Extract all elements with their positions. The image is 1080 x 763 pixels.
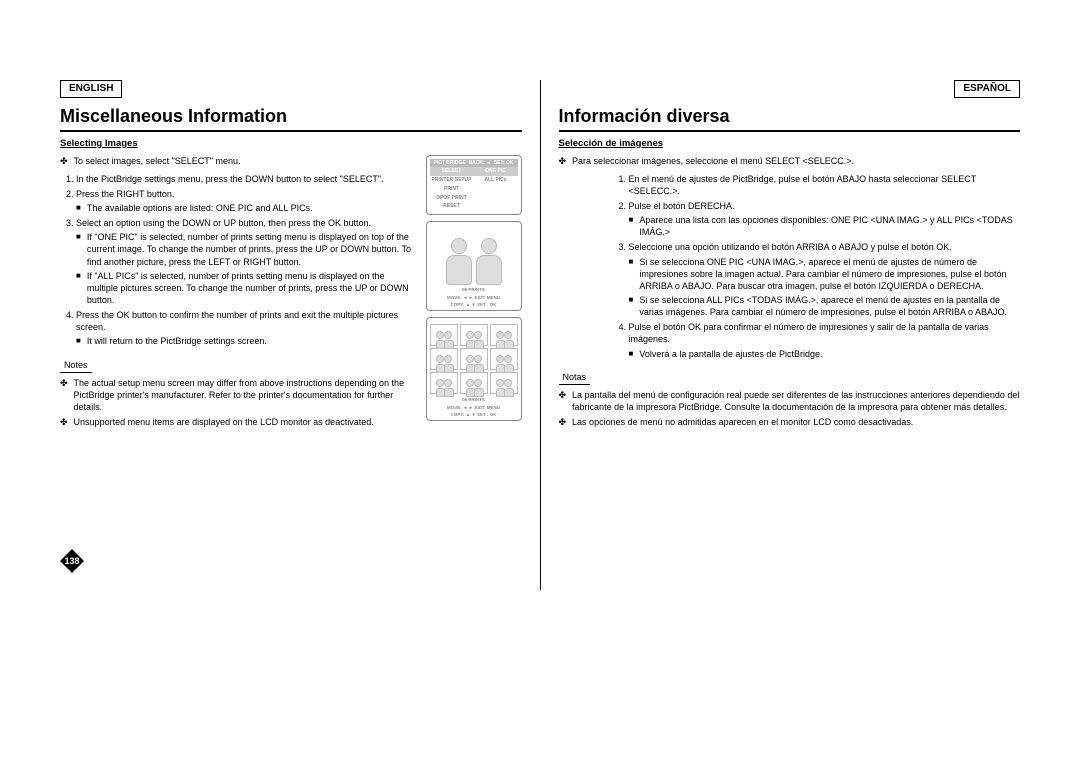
lcd-menu-screen: PICT BRIDGE BACK: ◄ SET: OK SELECTONE PI… [426, 155, 522, 216]
prints-label: 06 PRINTS [430, 287, 518, 292]
note-2-spanish: ✤ Las opciones de menú no admitidas apare… [559, 416, 1021, 428]
title-spanish: Información diversa [559, 104, 1021, 132]
people-illustration [430, 228, 518, 284]
note-text: La pantalla del menú de configuración re… [572, 389, 1020, 413]
section-heading-spanish: Selección de imágenes [559, 138, 1021, 151]
lcd-single-image-screen: 06 PRINTS MOVE: ◄ ► EXIT: MENU COPY: ▲ ▼… [426, 221, 522, 311]
substep-text: Si se selecciona ALL PICs <TODAS IMÁG.>,… [639, 294, 1020, 318]
lang-header-left: ENGLISH [60, 80, 522, 104]
intro-text-english: To select images, select "SELECT" menu. [74, 155, 241, 167]
menu-select: SELECT [430, 167, 474, 176]
menu-allpics: ALL PICs [474, 176, 518, 185]
steps-spanish: En el menú de ajustes de PictBridge, pul… [559, 173, 1021, 360]
manual-page: ENGLISH Miscellaneous Information Select… [0, 0, 1080, 763]
square-bullet-icon: ■ [76, 231, 81, 242]
thumb-status-copy-set: COPY: ▲ ▼ SET : OK [430, 412, 518, 417]
menu-printersetup: PRINTER SETUP [430, 176, 474, 185]
diamond-bullet-icon: ✤ [60, 155, 68, 167]
menu-dpof: DPOF PRINT [430, 194, 474, 203]
lcd-back: BACK: ◄ [469, 160, 491, 166]
lang-label-spanish: ESPAÑOL [954, 80, 1020, 98]
square-bullet-icon: ■ [629, 348, 634, 359]
square-bullet-icon: ■ [629, 294, 634, 305]
square-bullet-icon: ■ [76, 202, 81, 213]
step-text: Seleccione una opción utilizando el botó… [629, 242, 952, 252]
note-2-english: ✤ Unsupported menu items are displayed on… [60, 416, 418, 428]
lcd-thumbnails-screen: 06 PRINTS MOVE: ◄ ► EXIT: MENU COPY: ▲ ▼… [426, 317, 522, 421]
note-1-english: ✤ The actual setup menu screen may differ… [60, 377, 418, 413]
page-number-badge: 138 [60, 549, 84, 573]
diamond-bullet-icon: ✤ [559, 155, 567, 167]
menu-print: PRINT [430, 185, 474, 194]
status-copy-set: COPY: ▲ ▼ SET : OK [430, 302, 518, 307]
square-bullet-icon: ■ [629, 214, 634, 225]
intro-english: ✤ To select images, select "SELECT" menu… [60, 155, 418, 167]
step-text: Select an option using the DOWN or UP bu… [76, 218, 371, 228]
square-bullet-icon: ■ [76, 270, 81, 281]
note-text: Las opciones de menú no admitidas aparec… [572, 416, 913, 428]
step-2: Press the RIGHT button. ■ The available o… [76, 188, 418, 214]
substep-text: If "ALL PICs" is selected, number of pri… [87, 270, 418, 306]
substep-text: If "ONE PIC" is selected, number of prin… [87, 231, 418, 267]
step-text: Press the OK button to confirm the numbe… [76, 310, 398, 332]
step-text: Press the RIGHT button. [76, 189, 174, 199]
lang-label-english: ENGLISH [60, 80, 122, 98]
substep-text: It will return to the PictBridge setting… [87, 335, 267, 347]
step-1: In the PictBridge settings menu, press t… [76, 173, 418, 185]
substep-text: The available options are listed: ONE PI… [87, 202, 313, 214]
column-english: ENGLISH Miscellaneous Information Select… [60, 80, 541, 590]
title-english: Miscellaneous Information [60, 104, 522, 132]
step-text: En el menú de ajustes de PictBridge, pul… [629, 174, 977, 196]
step-4: Pulse el botón OK para confirmar el núme… [629, 321, 1021, 359]
diamond-bullet-icon: ✤ [60, 416, 68, 428]
thumb-status-move-exit: MOVE: ◄ ► EXIT: MENU [430, 405, 518, 410]
diamond-bullet-icon: ✤ [60, 377, 68, 389]
notes-label-english: Notes [60, 359, 92, 373]
notes-label-spanish: Notas [559, 371, 591, 385]
note-text: Unsupported menu items are displayed on … [74, 416, 374, 428]
substep-text: Aparece una lista con las opciones dispo… [639, 214, 1020, 238]
step-text: In the PictBridge settings menu, press t… [76, 174, 384, 184]
step-1: En el menú de ajustes de PictBridge, pul… [629, 173, 1021, 197]
square-bullet-icon: ■ [76, 335, 81, 346]
intro-spanish: ✤ Para seleccionar imágenes, seleccione … [559, 155, 1021, 167]
thumb-prints-label: 06 PRINTS [430, 397, 518, 402]
menu-reset: RESET [430, 202, 474, 211]
column-spanish: ESPAÑOL Información diversa Selección de… [541, 80, 1021, 590]
lang-header-right: ESPAÑOL [559, 80, 1021, 104]
substep-text: Volverá a la pantalla de ajustes de Pict… [639, 348, 822, 360]
illustration-column: PICT BRIDGE BACK: ◄ SET: OK SELECTONE PI… [426, 155, 522, 428]
thumbnail-grid [430, 324, 518, 394]
step-text: Pulse el botón DERECHA. [629, 201, 735, 211]
text-content-english: ✤ To select images, select "SELECT" menu… [60, 155, 418, 432]
lcd-title: PICT BRIDGE [434, 160, 466, 166]
two-column-layout: ENGLISH Miscellaneous Information Select… [60, 80, 1020, 590]
status-move-exit: MOVE: ◄ ► EXIT: MENU [430, 295, 518, 300]
step-3: Select an option using the DOWN or UP bu… [76, 217, 418, 306]
steps-english: In the PictBridge settings menu, press t… [60, 173, 418, 348]
substep-text: Si se selecciona ONE PIC <UNA IMAG.>, ap… [639, 256, 1020, 292]
lcd-setok: SET: OK [494, 160, 514, 166]
step-3: Seleccione una opción utilizando el botó… [629, 241, 1021, 318]
diamond-bullet-icon: ✤ [559, 389, 567, 401]
diamond-bullet-icon: ✤ [559, 416, 567, 428]
section-heading-english: Selecting Images [60, 138, 522, 151]
step-2: Pulse el botón DERECHA. ■ Aparece una lis… [629, 200, 1021, 238]
note-text: The actual setup menu screen may differ … [74, 377, 418, 413]
step-4: Press the OK button to confirm the numbe… [76, 309, 418, 347]
page-number: 138 [60, 549, 84, 573]
text-content-spanish: ✤ Para seleccionar imágenes, seleccione … [559, 155, 1021, 432]
intro-text-spanish: Para seleccionar imágenes, seleccione el… [572, 155, 854, 167]
square-bullet-icon: ■ [629, 256, 634, 267]
menu-onepic: ONE PIC [474, 167, 518, 176]
step-text: Pulse el botón OK para confirmar el núme… [629, 322, 989, 344]
note-1-spanish: ✤ La pantalla del menú de configuración r… [559, 389, 1021, 413]
